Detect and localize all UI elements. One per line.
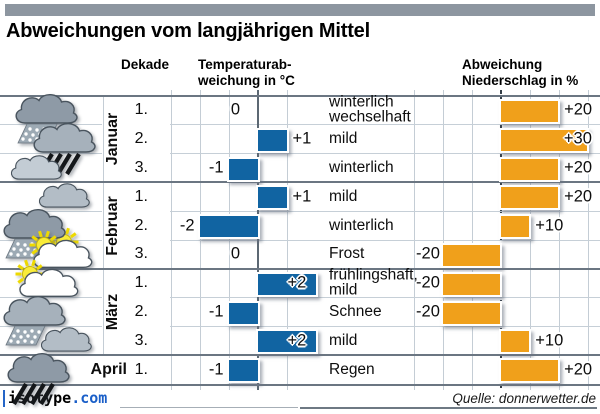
precip-bar xyxy=(498,358,561,384)
precip-bar xyxy=(498,127,589,153)
logo-underline xyxy=(120,407,298,408)
decade-label: 2. xyxy=(134,303,148,320)
row-separator xyxy=(170,124,600,126)
decade-label: 2. xyxy=(134,130,148,148)
precip-value-label: +20 xyxy=(564,187,593,206)
precip-value-label: -20 xyxy=(416,273,440,292)
row-separator xyxy=(0,297,102,299)
column-header-precipitation: Abweichung Niederschlag in % xyxy=(462,57,578,88)
weather-icon-overcast-cloud xyxy=(32,316,112,381)
decade-label: 1. xyxy=(134,360,148,378)
table-bottom-line xyxy=(0,383,600,386)
row-separator xyxy=(0,210,102,212)
precipitation-header-line2: Niederschlag in % xyxy=(462,72,579,88)
precip-bar xyxy=(498,185,561,211)
row-separator xyxy=(170,297,600,299)
precip-bar xyxy=(498,329,532,355)
temp-bar xyxy=(255,185,289,211)
temp-bar xyxy=(255,271,318,297)
weather-icon-overcast-cloud xyxy=(30,172,110,237)
column-header-temperature: Temperaturab- weichung in °C xyxy=(198,57,295,88)
month-separator xyxy=(0,181,600,184)
precip-bar xyxy=(498,98,561,124)
condition-label: winterlich wechselhaft xyxy=(329,93,411,126)
temp-value-label: -1 xyxy=(208,302,224,321)
precip-bar xyxy=(440,300,503,326)
month-separator xyxy=(0,95,600,97)
precip-value-label: +20 xyxy=(564,100,593,119)
temperature-header-line2: weichung in °C xyxy=(198,72,295,88)
temp-bar xyxy=(226,358,260,384)
temperature-header-line1: Temperaturab- xyxy=(198,57,292,72)
temp-value-label: +1 xyxy=(292,129,312,148)
temp-bar xyxy=(226,156,260,182)
precip-value-label: +20 xyxy=(564,360,593,379)
condition-label: Schnee xyxy=(329,302,382,320)
condition-label: winterlich xyxy=(329,158,394,176)
weather-icon-heavy-rain-cloud xyxy=(4,349,84,414)
condition-label: mild xyxy=(329,331,358,349)
precip-bar xyxy=(498,214,532,240)
decade-label: 1. xyxy=(134,187,148,205)
isotype-logo-suffix: .com xyxy=(71,389,108,407)
temp-value-label: -1 xyxy=(208,360,224,379)
row-separator xyxy=(0,325,102,327)
weather-icon-snow-shower-cloud xyxy=(0,292,80,357)
precip-bar xyxy=(440,242,503,268)
month-label: April xyxy=(90,360,127,378)
temp-bar xyxy=(226,300,260,326)
bottom-rule xyxy=(300,407,597,409)
condition-label: winterlich xyxy=(329,216,394,234)
precip-bar xyxy=(498,156,561,182)
weather-icon-overcast-cloud xyxy=(2,144,82,209)
decade-label: 3. xyxy=(134,331,148,349)
dekade-column-divider xyxy=(102,96,104,355)
temp-bar xyxy=(197,214,260,240)
temp-bar xyxy=(255,127,289,153)
temp-value-label: +2 xyxy=(287,331,307,350)
precip-bar xyxy=(440,271,503,297)
decade-label: 3. xyxy=(134,245,148,263)
row-separator xyxy=(170,153,600,155)
temp-value-label: 0 xyxy=(230,244,240,263)
temp-value-label: +2 xyxy=(287,273,307,292)
condition-label: mild xyxy=(329,187,358,205)
precip-value-label: +20 xyxy=(564,158,593,177)
temp-value-label: -1 xyxy=(208,158,224,177)
temp-value-label: -2 xyxy=(179,216,195,235)
decade-label: 3. xyxy=(134,159,148,176)
decade-label: 1. xyxy=(134,101,148,119)
temp-value-label: +1 xyxy=(292,187,312,206)
weather-icon-sun-behind-cloud xyxy=(10,259,90,324)
precip-value-label: +10 xyxy=(535,216,564,235)
decade-label: 1. xyxy=(134,274,148,292)
row-separator xyxy=(170,210,600,212)
temp-bar xyxy=(255,329,318,355)
top-accent-bar xyxy=(5,4,595,16)
source-credit: Quelle: donnerwetter.de xyxy=(452,391,596,406)
temp-zero-axis xyxy=(256,90,259,390)
month-separator xyxy=(0,354,600,357)
page-title: Abweichungen vom langjährigen Mittel xyxy=(6,20,370,42)
precip-value-label: -20 xyxy=(416,302,440,321)
weather-icon-sun-behind-cloud xyxy=(24,230,104,295)
decade-label: 2. xyxy=(134,216,148,234)
column-header-dekade: Dekade xyxy=(120,57,170,72)
row-separator xyxy=(170,325,600,327)
condition-label: Frost xyxy=(329,245,365,263)
condition-label: frühlingshaft, mild xyxy=(329,266,418,299)
condition-label: mild xyxy=(329,129,358,147)
condition-label: Regen xyxy=(329,360,375,378)
row-separator xyxy=(170,239,600,241)
precip-value-label: -20 xyxy=(416,244,440,263)
precipitation-header-line1: Abweichung xyxy=(462,57,543,72)
precip-value-label: +10 xyxy=(535,331,564,350)
precip-value-label: +30 xyxy=(563,129,592,148)
month-separator xyxy=(0,267,600,270)
temp-value-label: 0 xyxy=(230,100,240,119)
